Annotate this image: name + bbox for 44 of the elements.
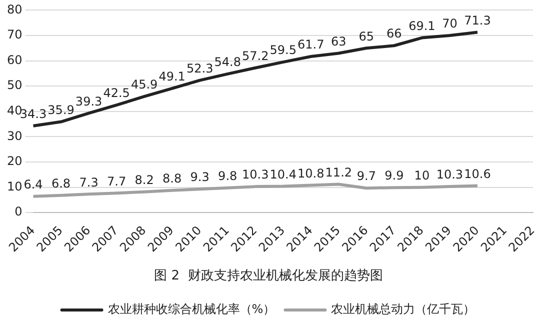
data-label: 9.8: [218, 168, 238, 183]
data-label: 65: [358, 29, 374, 44]
data-label: 6.8: [51, 176, 71, 191]
data-label: 39.3: [75, 94, 102, 108]
data-label: 59.5: [270, 43, 296, 58]
y-tick-label: 80: [6, 2, 22, 16]
data-label: 7.7: [107, 174, 126, 188]
y-tick-label: 10: [6, 179, 22, 194]
data-label: 70: [442, 16, 458, 31]
data-label: 10.4: [270, 167, 296, 182]
data-label: 54.8: [214, 55, 241, 70]
legend-label: 农业耕种收综合机械化率（%）: [108, 302, 276, 316]
data-label: 6.4: [24, 178, 43, 192]
y-tick-label: 50: [6, 78, 22, 92]
data-label: 9.9: [384, 168, 404, 183]
data-label: 11.2: [325, 165, 352, 180]
data-label: 7.3: [79, 175, 98, 190]
data-label: 66: [386, 26, 402, 41]
data-label: 71.3: [464, 13, 491, 28]
data-label: 8.2: [134, 173, 154, 187]
data-label: 10.8: [298, 166, 324, 180]
data-label: 10.6: [464, 166, 491, 181]
y-tick-label: 0: [14, 204, 22, 219]
data-label: 45.9: [130, 78, 158, 92]
data-label: 61.7: [298, 38, 324, 52]
data-label: 57.2: [242, 49, 269, 64]
data-label: 52.3: [186, 61, 214, 76]
legend-label: 农业机械总动力（亿千瓦）: [331, 302, 476, 316]
text: 图 2 财政支持农业机械化发展的趋势图: [154, 268, 383, 284]
data-label: 10.3: [436, 168, 464, 182]
data-label: 63: [331, 34, 346, 48]
data-label: 9.3: [190, 170, 210, 184]
data-label: 9.7: [356, 169, 376, 184]
data-label: 35.9: [48, 102, 74, 117]
y-tick-label: 60: [6, 52, 22, 67]
y-tick-label: 30: [6, 128, 22, 143]
data-label: 69.1: [408, 18, 436, 33]
y-tick-label: 70: [6, 28, 22, 42]
data-label: 49.1: [158, 70, 186, 84]
data-label: 10: [414, 168, 430, 182]
data-label: 8.8: [162, 171, 182, 186]
y-tick-label: 20: [6, 154, 22, 168]
data-label: 10.3: [242, 168, 269, 182]
data-label: 42.5: [103, 86, 130, 100]
